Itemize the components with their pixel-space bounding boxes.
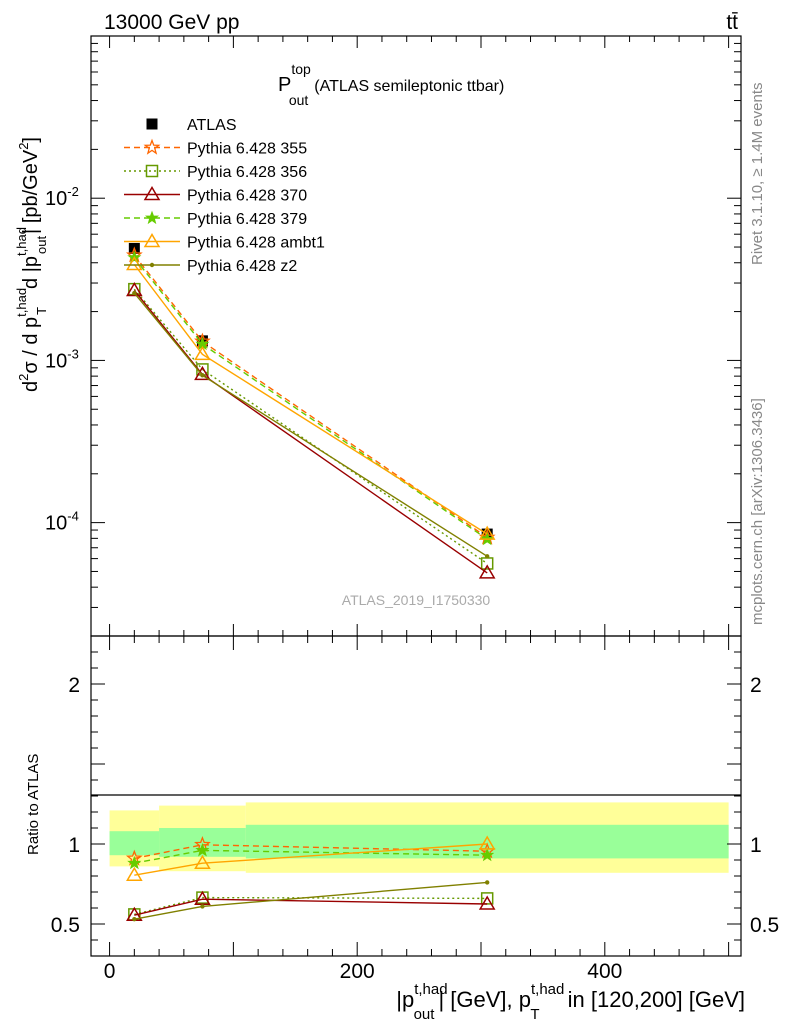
ratio-series-line xyxy=(134,896,488,916)
legend-entry-label: Pythia 6.428 ambt1 xyxy=(187,235,325,252)
main-axis-ticks xyxy=(91,35,741,637)
ratio-y-tick-label-right: 0.5 xyxy=(750,914,779,937)
main-series-line xyxy=(133,289,488,574)
main-series-pythia-6-428-379 xyxy=(127,250,495,546)
chart-title: Ptop out(ATLAS semileptonic ttbar) xyxy=(278,61,504,108)
ratio-data-point xyxy=(194,890,211,905)
legend-marker xyxy=(143,138,161,155)
ratio-data-point xyxy=(478,895,496,910)
ratio-data-point xyxy=(126,866,143,881)
main-y-axis-label: d2σ / d pt,had Td |pt,had out| [pb/GeV2] xyxy=(14,137,49,392)
main-series-atlas xyxy=(128,242,493,540)
main-y-tick-label: 10-3 xyxy=(45,346,79,372)
ratio-data-point xyxy=(484,880,490,885)
ratio-data-point xyxy=(127,855,142,870)
main-data-point xyxy=(478,564,496,579)
ratio-data-point xyxy=(480,847,495,862)
ratio-tick-labels: 0.5 0.5 1 1 2 2 0 200 400 xyxy=(51,674,779,983)
ratio-panel: 0.5 0.5 1 1 2 2 0 200 400 xyxy=(51,635,779,983)
ratio-axis-ticks xyxy=(91,635,741,956)
main-data-point xyxy=(194,365,211,381)
x-axis-label: |pt,had out| [GeV], pt,had T in [120,200] … xyxy=(396,981,745,1023)
ratio-series-pythia-6-428-z2 xyxy=(132,880,490,922)
legend-entry-label: Pythia 6.428 370 xyxy=(187,188,307,205)
main-series-line xyxy=(133,254,488,539)
ratio-y-axis-label: Ratio to ATLAS xyxy=(25,754,42,855)
main-series-line xyxy=(133,292,488,557)
main-y-tick-base: 10 xyxy=(45,350,67,372)
x-tick-label: 200 xyxy=(340,960,375,983)
ratio-data-point xyxy=(132,917,137,922)
main-series-pythia-6-428-z2 xyxy=(132,290,490,559)
ratio-y-tick-label-left: 1 xyxy=(68,834,80,857)
main-data-point xyxy=(126,256,143,271)
main-data-point xyxy=(200,373,205,378)
legend-marker xyxy=(146,118,158,130)
main-y-tick-exponent: -2 xyxy=(67,184,79,199)
ratio-series-line xyxy=(134,898,488,916)
legend-marker xyxy=(143,186,161,201)
main-series-pythia-6-428-ambt1 xyxy=(126,256,496,540)
legend-marker xyxy=(143,233,161,248)
header-energy-label: 13000 GeV pp xyxy=(104,11,239,34)
ratio-series-line xyxy=(134,844,488,860)
main-data-point xyxy=(478,525,496,540)
ratio-series-layer xyxy=(125,835,496,922)
legend-marker xyxy=(149,262,155,268)
main-y-tick-label: 10-2 xyxy=(45,184,79,210)
legend-marker xyxy=(145,164,159,178)
legend: ATLAS Pythia 6.428 355 Pythia 6.428 356 Pyt… xyxy=(124,117,325,275)
x-tick-label: 0 xyxy=(104,960,116,983)
main-series-line xyxy=(133,288,488,565)
ratio-data-point xyxy=(200,904,205,909)
ratio-y-tick-label-right: 1 xyxy=(750,834,762,857)
main-y-tick-base: 10 xyxy=(45,188,67,210)
main-data-point xyxy=(126,281,143,297)
ratio-series-pythia-6-428-379 xyxy=(127,842,495,870)
analysis-watermark: ATLAS_2019_I1750330 xyxy=(342,592,491,608)
main-series-layer xyxy=(125,242,496,579)
ratio-y-tick-label-left: 0.5 xyxy=(51,914,80,937)
main-data-point xyxy=(484,554,490,559)
main-y-tick-label: 10-4 xyxy=(45,509,79,535)
main-series-line xyxy=(133,264,488,535)
ratio-data-point xyxy=(194,854,211,869)
main-data-point xyxy=(194,345,211,361)
legend-entry-label: ATLAS xyxy=(187,117,237,134)
ratio-series-pythia-6-428-370 xyxy=(126,890,496,921)
legend-entry-label: Pythia 6.428 379 xyxy=(187,211,307,228)
main-series-pythia-6-428-356 xyxy=(128,282,494,570)
main-y-tick-base: 10 xyxy=(45,513,67,535)
ratio-data-point xyxy=(478,835,496,850)
main-series-line xyxy=(133,257,488,540)
ratio-series-pythia-6-428-356 xyxy=(128,891,494,921)
legend-entry-label: Pythia 6.428 355 xyxy=(187,141,307,158)
ratio-data-point xyxy=(195,842,210,857)
x-tick-label: 400 xyxy=(587,960,622,983)
main-y-tick-labels: 10-210-310-4 xyxy=(45,184,79,534)
ratio-series-pythia-6-428-ambt1 xyxy=(126,835,496,881)
ratio-panel-frame xyxy=(90,635,742,957)
main-data-point xyxy=(132,290,137,296)
rivet-version-label: Rivet 3.1.10, ≥ 1.4M events xyxy=(749,83,766,266)
ratio-series-line xyxy=(134,849,488,864)
header-process-label: tt̄ xyxy=(726,11,738,34)
legend-entry-label: Pythia 6.428 356 xyxy=(187,164,307,181)
legend-marker xyxy=(144,210,160,225)
main-series-pythia-6-428-355 xyxy=(125,246,496,545)
legend-entry-label: Pythia 6.428 z2 xyxy=(187,258,297,275)
ratio-y-tick-label-right: 2 xyxy=(750,674,762,697)
mcplots-citation-label: mcplots.cern.ch [arXiv:1306.3436] xyxy=(749,398,766,625)
ratio-series-line xyxy=(134,843,488,876)
main-y-tick-exponent: -4 xyxy=(67,509,79,524)
main-y-tick-exponent: -3 xyxy=(67,346,79,361)
ratio-y-tick-label-left: 2 xyxy=(68,674,80,697)
